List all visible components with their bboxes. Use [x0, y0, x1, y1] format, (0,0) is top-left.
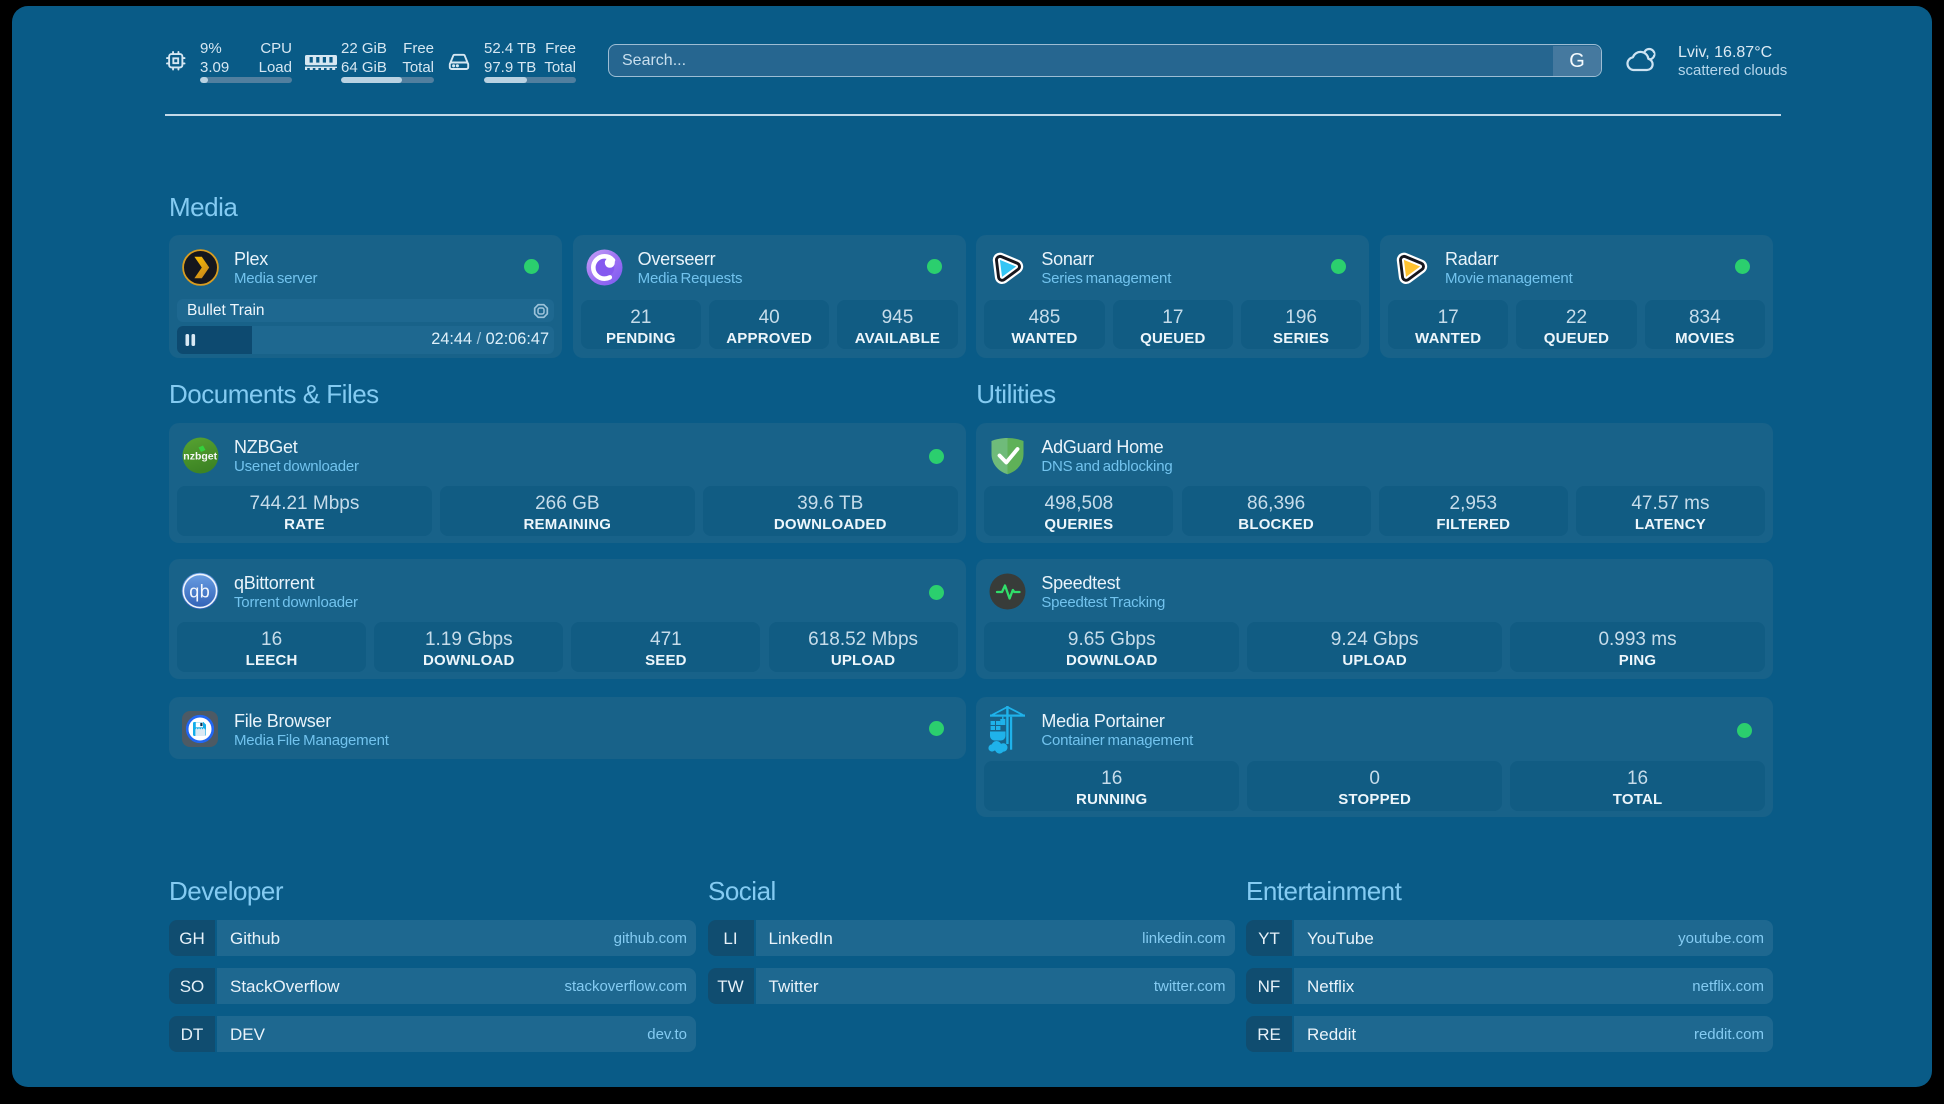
svg-text:nzbget: nzbget — [183, 451, 217, 463]
svg-text:qb: qb — [189, 582, 210, 602]
